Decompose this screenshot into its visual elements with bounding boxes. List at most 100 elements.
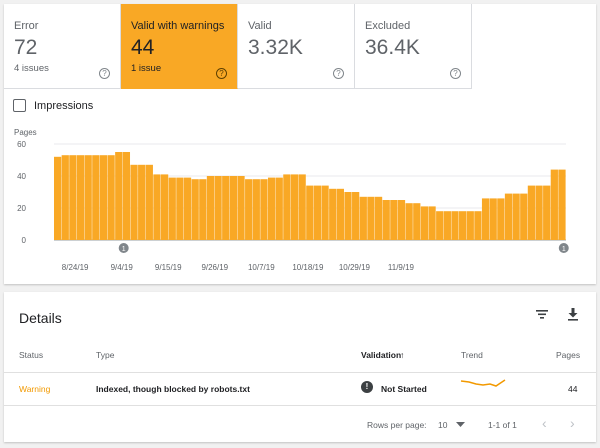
bar[interactable] [145,164,153,240]
impressions-toggle[interactable]: Impressions [13,99,93,112]
help-icon[interactable]: ? [216,68,227,79]
bar[interactable] [160,174,169,240]
bar[interactable] [183,177,192,240]
row-type[interactable]: Indexed, though blocked by robots.txt [96,384,250,394]
bar[interactable] [420,206,429,240]
col-trend[interactable]: Trend [461,350,483,360]
col-validation[interactable]: Validation [361,350,402,360]
rows-per-page-select[interactable]: 10 [438,420,448,430]
bar[interactable] [336,188,344,240]
annotation-label: 1 [122,246,126,253]
prev-page-icon[interactable]: ‹ [542,415,547,431]
bar[interactable] [558,169,566,240]
bar[interactable] [229,176,238,240]
bar[interactable] [527,185,536,240]
bar[interactable] [252,179,260,240]
bar[interactable] [107,155,115,240]
bar[interactable] [84,155,92,240]
bar[interactable] [260,179,268,240]
col-pages[interactable]: Pages [556,350,581,360]
next-page-icon[interactable]: › [570,415,575,431]
bar[interactable] [76,155,85,240]
row-validation[interactable]: Not Started [381,384,427,394]
bar[interactable] [443,211,451,240]
bar[interactable] [512,193,520,240]
bar[interactable] [405,203,413,240]
tile-label: Valid [248,20,272,32]
bar[interactable] [543,185,551,240]
filter-icon[interactable] [534,306,550,322]
tile-valid-with-warnings[interactable]: Valid with warnings 44 1 issue ? [121,4,238,89]
help-icon[interactable]: ? [450,68,461,79]
bar[interactable] [138,164,146,240]
bar[interactable] [298,174,306,240]
bar[interactable] [122,152,131,240]
bar[interactable] [390,200,398,240]
help-icon[interactable]: ? [333,68,344,79]
col-type[interactable]: Type [96,350,115,360]
bar[interactable] [176,177,184,240]
annotation-marker[interactable] [118,243,129,253]
bar[interactable] [168,177,176,240]
help-icon[interactable]: ? [99,68,110,79]
bar[interactable] [466,211,474,240]
bar[interactable] [428,206,436,240]
bar[interactable] [267,177,276,240]
bar[interactable] [489,198,497,240]
bar[interactable] [61,155,69,240]
bar[interactable] [222,176,230,240]
bar[interactable] [413,203,421,240]
bar[interactable] [374,196,383,240]
bar[interactable] [313,185,322,240]
sort-arrow-icon[interactable]: ↑ [400,350,405,360]
y-tick-label: 0 [22,236,27,245]
bar[interactable] [520,193,528,240]
dropdown-arrow-icon[interactable] [456,422,465,428]
bar[interactable] [99,155,108,240]
bar[interactable] [130,164,138,240]
bar[interactable] [206,176,215,240]
bar[interactable] [359,196,367,240]
pages-bar-chart: Pages 0 20 40 60 1 1 8/24/19 9/4/19 9/15/19 9/26/… [14,128,569,272]
annotation-marker[interactable] [558,243,569,253]
bar[interactable] [214,176,222,240]
bar[interactable] [382,200,390,240]
bar[interactable] [535,185,543,240]
bar[interactable] [54,156,62,240]
bar[interactable] [199,179,207,240]
tile-error[interactable]: Error 72 4 issues ? [4,4,121,89]
row-pages[interactable]: 44 [568,384,578,394]
bar[interactable] [367,196,375,240]
bar[interactable] [92,155,100,240]
bar[interactable] [474,211,482,240]
bar[interactable] [115,152,123,240]
bar[interactable] [459,211,467,240]
bar[interactable] [290,174,299,240]
bar[interactable] [550,169,558,240]
bar[interactable] [275,177,283,240]
bar[interactable] [306,185,314,240]
bar[interactable] [451,211,459,240]
bar[interactable] [69,155,77,240]
bar[interactable] [436,211,444,240]
bar[interactable] [329,188,337,240]
bar[interactable] [497,198,505,240]
tile-valid[interactable]: Valid 3.32K ? [238,4,355,89]
col-status[interactable]: Status [19,350,44,360]
bar[interactable] [397,200,406,240]
bar[interactable] [344,192,352,240]
row-status[interactable]: Warning [19,384,51,394]
bar[interactable] [481,198,490,240]
tile-excluded[interactable]: Excluded 36.4K ? [355,4,472,89]
bar[interactable] [191,179,199,240]
bar[interactable] [283,174,291,240]
bar[interactable] [237,176,245,240]
bar[interactable] [352,192,360,240]
download-icon[interactable] [565,306,581,322]
bar[interactable] [504,193,513,240]
bar[interactable] [245,179,253,240]
impressions-checkbox[interactable] [13,99,26,112]
tile-sub: 1 issue [131,63,162,74]
bar[interactable] [153,174,161,240]
bar[interactable] [321,185,329,240]
